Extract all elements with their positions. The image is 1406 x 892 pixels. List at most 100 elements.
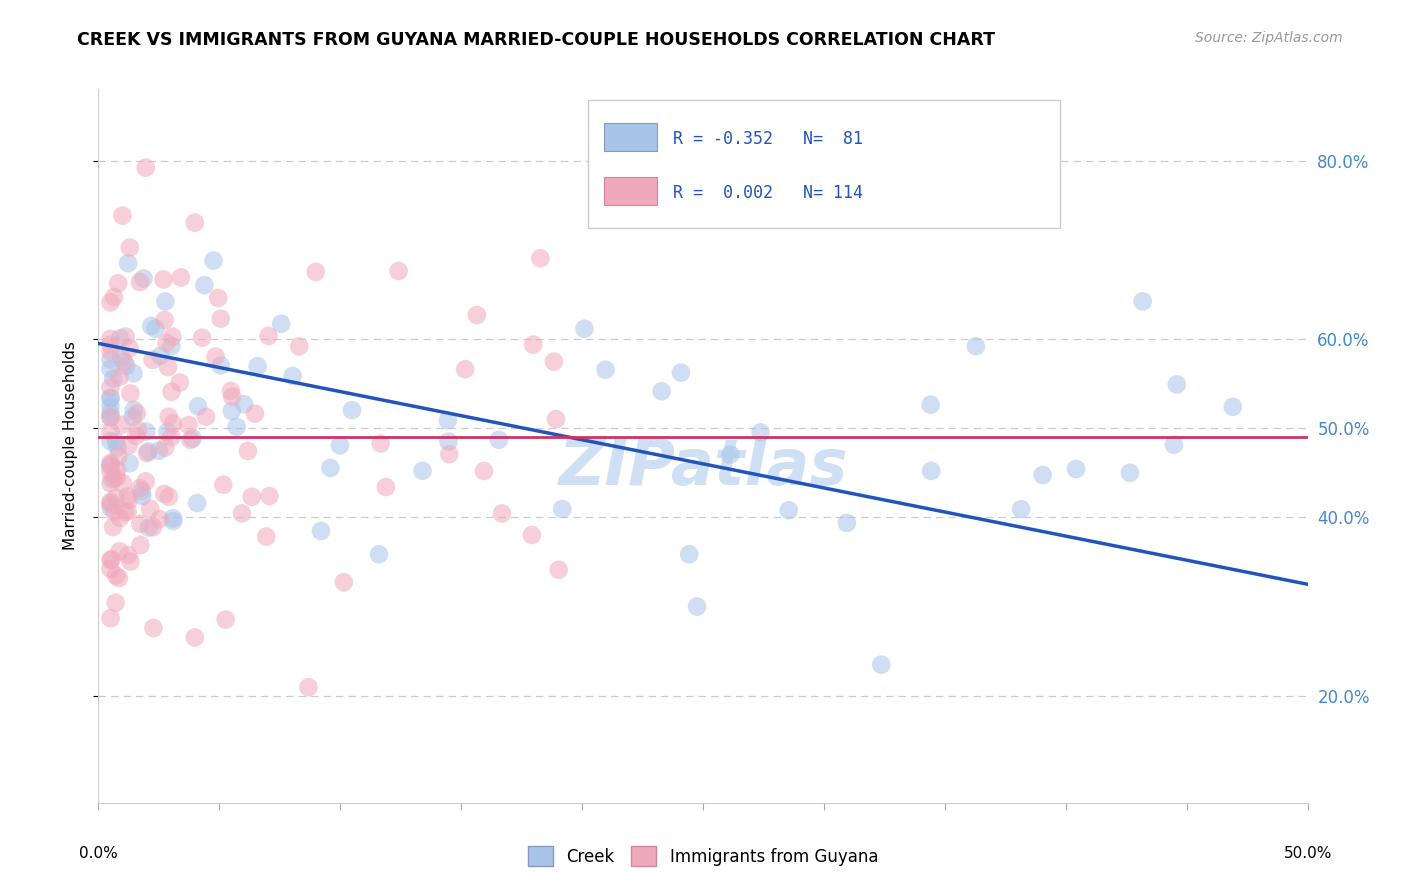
Point	[108, 331, 131, 345]
Text: CREEK VS IMMIGRANTS FROM GUYANA MARRIED-COUPLE HOUSEHOLDS CORRELATION CHART: CREEK VS IMMIGRANTS FROM GUYANA MARRIED-…	[77, 31, 995, 49]
Point	[105, 434, 128, 449]
Point	[103, 471, 125, 485]
Point	[115, 359, 138, 373]
Point	[270, 317, 292, 331]
Point	[117, 490, 139, 504]
Point	[149, 349, 172, 363]
Point	[309, 524, 332, 538]
Point	[439, 447, 461, 461]
Text: 50.0%: 50.0%	[1284, 846, 1331, 861]
Point	[1064, 462, 1087, 476]
Point	[103, 290, 125, 304]
Point	[160, 339, 183, 353]
Point	[100, 476, 122, 491]
Point	[131, 484, 153, 499]
Point	[574, 322, 596, 336]
Point	[156, 425, 179, 439]
Point	[225, 419, 247, 434]
Point	[1132, 294, 1154, 309]
Point	[152, 272, 174, 286]
Point	[1032, 468, 1054, 483]
Point	[920, 398, 942, 412]
Point	[219, 384, 242, 398]
Point	[100, 332, 122, 346]
Point	[169, 376, 191, 390]
Y-axis label: Married-couple Households: Married-couple Households	[63, 342, 77, 550]
Point	[547, 563, 569, 577]
Point	[110, 417, 132, 432]
Point	[329, 438, 352, 452]
Point	[651, 384, 673, 399]
Point	[162, 329, 184, 343]
Point	[108, 544, 131, 558]
Point	[128, 275, 150, 289]
Point	[138, 444, 160, 458]
Point	[108, 571, 131, 585]
Point	[122, 403, 145, 417]
Point	[132, 271, 155, 285]
FancyBboxPatch shape	[603, 123, 657, 152]
Point	[121, 410, 143, 425]
Point	[246, 359, 269, 374]
Point	[243, 407, 266, 421]
Point	[111, 476, 134, 491]
Point	[749, 425, 772, 440]
Point	[187, 399, 209, 413]
Point	[340, 403, 363, 417]
Point	[370, 436, 392, 450]
Point	[835, 516, 858, 530]
Point	[107, 441, 129, 455]
Point	[212, 477, 235, 491]
Point	[520, 528, 543, 542]
Text: 0.0%: 0.0%	[79, 846, 118, 861]
Point	[100, 400, 122, 414]
Point	[142, 520, 165, 534]
Point	[108, 511, 131, 525]
Point	[104, 491, 127, 505]
Point	[107, 449, 129, 463]
Point	[100, 458, 122, 472]
Point	[162, 511, 184, 525]
Point	[170, 270, 193, 285]
Point	[162, 514, 184, 528]
Point	[142, 621, 165, 635]
Point	[155, 441, 177, 455]
Point	[544, 412, 567, 426]
Point	[100, 459, 122, 474]
Point	[135, 475, 157, 489]
Point	[221, 404, 243, 418]
Point	[177, 417, 200, 432]
Point	[437, 434, 460, 449]
Point	[125, 406, 148, 420]
Point	[388, 264, 411, 278]
Point	[118, 241, 141, 255]
Point	[437, 413, 460, 427]
Point	[209, 359, 232, 373]
Point	[100, 391, 122, 405]
Point	[100, 406, 122, 420]
Point	[288, 339, 311, 353]
Point	[117, 438, 139, 452]
Point	[108, 370, 131, 384]
Point	[135, 161, 157, 175]
Point	[112, 355, 135, 369]
Point	[120, 386, 142, 401]
Point	[100, 344, 122, 359]
Point	[209, 311, 232, 326]
Point	[180, 433, 202, 447]
FancyBboxPatch shape	[603, 177, 657, 205]
Point	[1222, 400, 1244, 414]
Point	[778, 503, 800, 517]
FancyBboxPatch shape	[588, 100, 1060, 228]
Point	[231, 507, 253, 521]
Point	[100, 391, 122, 405]
Point	[204, 350, 226, 364]
Point	[472, 464, 495, 478]
Point	[157, 409, 180, 424]
Point	[117, 256, 139, 270]
Point	[454, 362, 477, 376]
Point	[100, 410, 122, 425]
Point	[522, 337, 544, 351]
Point	[103, 371, 125, 385]
Point	[100, 611, 122, 625]
